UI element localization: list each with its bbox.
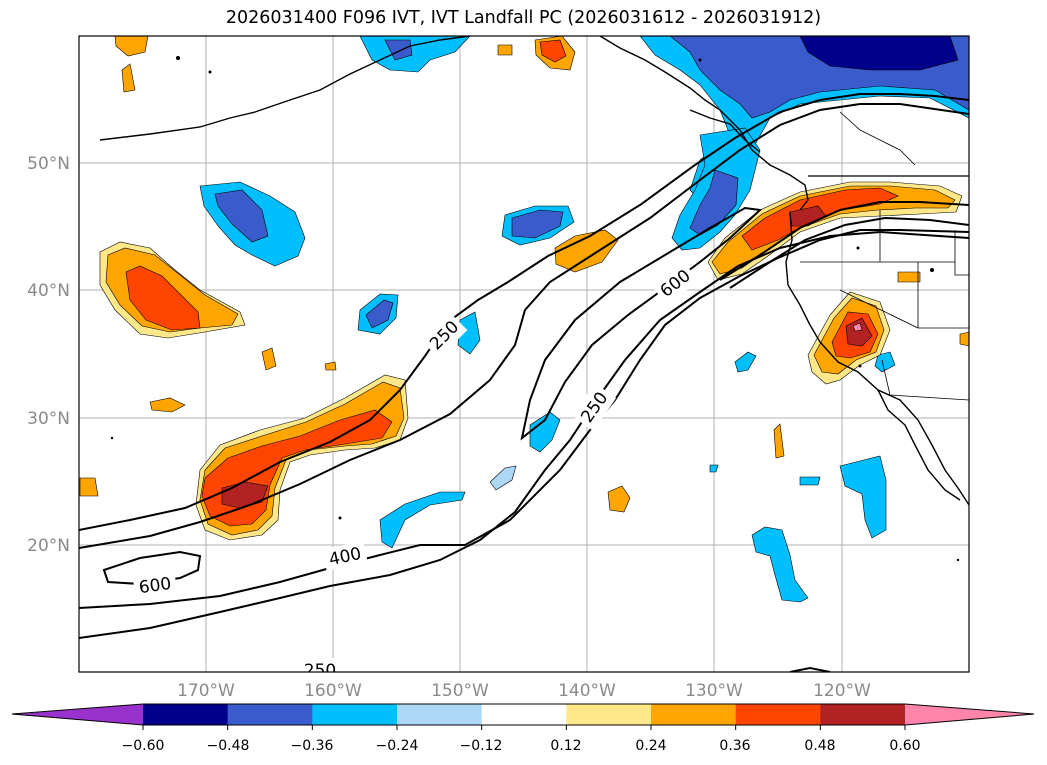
colorbar-segment — [905, 704, 1034, 725]
pc-area-subtropic-small-1 — [149, 397, 186, 413]
contour-400-north — [79, 103, 969, 549]
pc-area-small-5 — [489, 465, 517, 491]
pc-area-baja-offshore — [839, 455, 887, 539]
island-fragments — [110, 56, 960, 562]
colorbar-tick-label: −0.48 — [207, 738, 250, 754]
pc-area-small-6 — [734, 351, 757, 373]
lon-label-130w: 130°W — [685, 681, 743, 701]
pc-area-tiny-1 — [799, 476, 821, 486]
positive-pc-areas — [79, 36, 969, 541]
map-title: 2026031400 F096 IVT, IVT Landfall PC (20… — [225, 8, 822, 28]
colorbar-segment — [143, 704, 229, 725]
colorbar-tick-label: 0.24 — [635, 738, 666, 754]
colorbar-tick-label: −0.24 — [376, 738, 419, 754]
colorbar-tick-label: −0.12 — [460, 738, 503, 754]
pc-area-subtropic-small-4 — [324, 361, 337, 371]
pc-area-small-4 — [379, 491, 466, 549]
colorbar-segment — [651, 704, 737, 725]
pc-area-aleutian-4 — [497, 44, 513, 56]
latitude-labels: 50°N 40°N 30°N 20°N — [27, 154, 70, 556]
longitude-labels: 170°W 160°W 150°W 140°W 130°W 120°W — [177, 681, 871, 701]
contour-600-closed-west — [102, 550, 202, 586]
contour-250-north — [79, 93, 969, 531]
pc-area-subtropic-small-3 — [261, 347, 277, 371]
contour-label-250-c: 250 — [304, 661, 336, 681]
canada-province-border — [839, 111, 916, 166]
lat-label-40n: 40°N — [27, 281, 70, 301]
contour-labels: 250 600 250 400 600 250 — [132, 260, 699, 681]
colorbar-segments — [12, 704, 1034, 725]
lon-label-150w: 150°W — [431, 681, 489, 701]
pc-area-pacific-nw-red — [741, 187, 899, 251]
colorbar-tick-label: 0.36 — [719, 738, 750, 754]
pc-area-gulf-alaska-inner — [384, 39, 413, 61]
colorbar-tick-label: 0.48 — [804, 738, 835, 754]
pc-area-w-pacific-north-inner — [214, 189, 269, 243]
pc-area-mid-pacific-inner — [511, 209, 564, 239]
pc-area-aleutian-3 — [121, 63, 136, 93]
colorbar: −0.60 −0.48 −0.36 −0.24 −0.12 0.12 0.24 … — [11, 703, 1035, 754]
pc-area-aleutian-2 — [114, 36, 149, 57]
colorbar-tick-label: −0.36 — [291, 738, 334, 754]
map-frame — [78, 35, 970, 673]
colorbar-tick-label: 0.60 — [889, 738, 920, 754]
lon-label-160w: 160°W — [304, 681, 362, 701]
us-west-coast — [785, 211, 969, 506]
lon-label-120w: 120°W — [813, 681, 871, 701]
colorbar-segment — [735, 704, 821, 725]
state-borders — [800, 210, 969, 401]
pc-area-east-edge — [959, 331, 969, 347]
alaska-peninsula-coast — [99, 36, 471, 141]
pc-area-west-pacific-red — [125, 265, 201, 331]
pc-area-sw-usa — [874, 351, 896, 373]
pc-area-tiny-2 — [709, 464, 719, 473]
lat-label-30n: 30°N — [27, 409, 70, 429]
pc-area-east-pacific-south — [751, 526, 809, 603]
contour-label-600-b: 600 — [138, 574, 173, 598]
colorbar-segment — [12, 704, 143, 725]
colorbar-tick-label: −0.60 — [122, 738, 165, 754]
negative-pc-areas — [199, 36, 969, 603]
colorbar-tick-label: 0.12 — [550, 738, 581, 754]
pc-area-nevada — [897, 271, 921, 283]
pc-area-mid-pacific-warm — [554, 229, 619, 273]
lon-label-170w: 170°W — [177, 681, 235, 701]
pc-area-sw-small — [773, 423, 785, 459]
lon-label-140w: 140°W — [558, 681, 616, 701]
pc-area-east-small — [607, 485, 631, 513]
baja-peninsula — [877, 389, 961, 501]
pc-area-small-2 — [457, 311, 481, 355]
pc-area-subtropic-small-2 — [79, 477, 99, 497]
pc-area-california-pink — [852, 322, 863, 332]
pc-area-small-1-inner — [365, 299, 394, 329]
gulf-alaska-coast — [599, 36, 809, 211]
colorbar-ticks — [142, 725, 906, 730]
pc-area-california-darkred — [845, 317, 873, 347]
colorbar-tick-labels: −0.60 −0.48 −0.36 −0.24 −0.12 0.12 0.24 … — [122, 738, 921, 754]
colorbar-segment — [397, 704, 483, 725]
colorbar-segment — [227, 704, 313, 725]
colorbar-segment — [566, 704, 652, 725]
contour-400-south — [79, 229, 969, 609]
contour-600-north — [520, 206, 763, 441]
contour-250-south — [79, 230, 969, 639]
pc-area-aleutian-1-red — [539, 39, 567, 63]
map-panel: 250 600 250 400 600 250 — [79, 36, 969, 681]
ivt-contours — [79, 93, 969, 672]
lat-label-20n: 20°N — [27, 536, 70, 556]
contour-600-landfall — [719, 201, 969, 281]
lat-label-50n: 50°N — [27, 154, 70, 174]
colorbar-segment — [820, 704, 906, 725]
colorbar-segment — [312, 704, 398, 725]
colorbar-segment — [481, 704, 567, 725]
pc-area-alaska-north-core — [799, 36, 959, 71]
contour-250-bottom-right — [789, 666, 831, 672]
